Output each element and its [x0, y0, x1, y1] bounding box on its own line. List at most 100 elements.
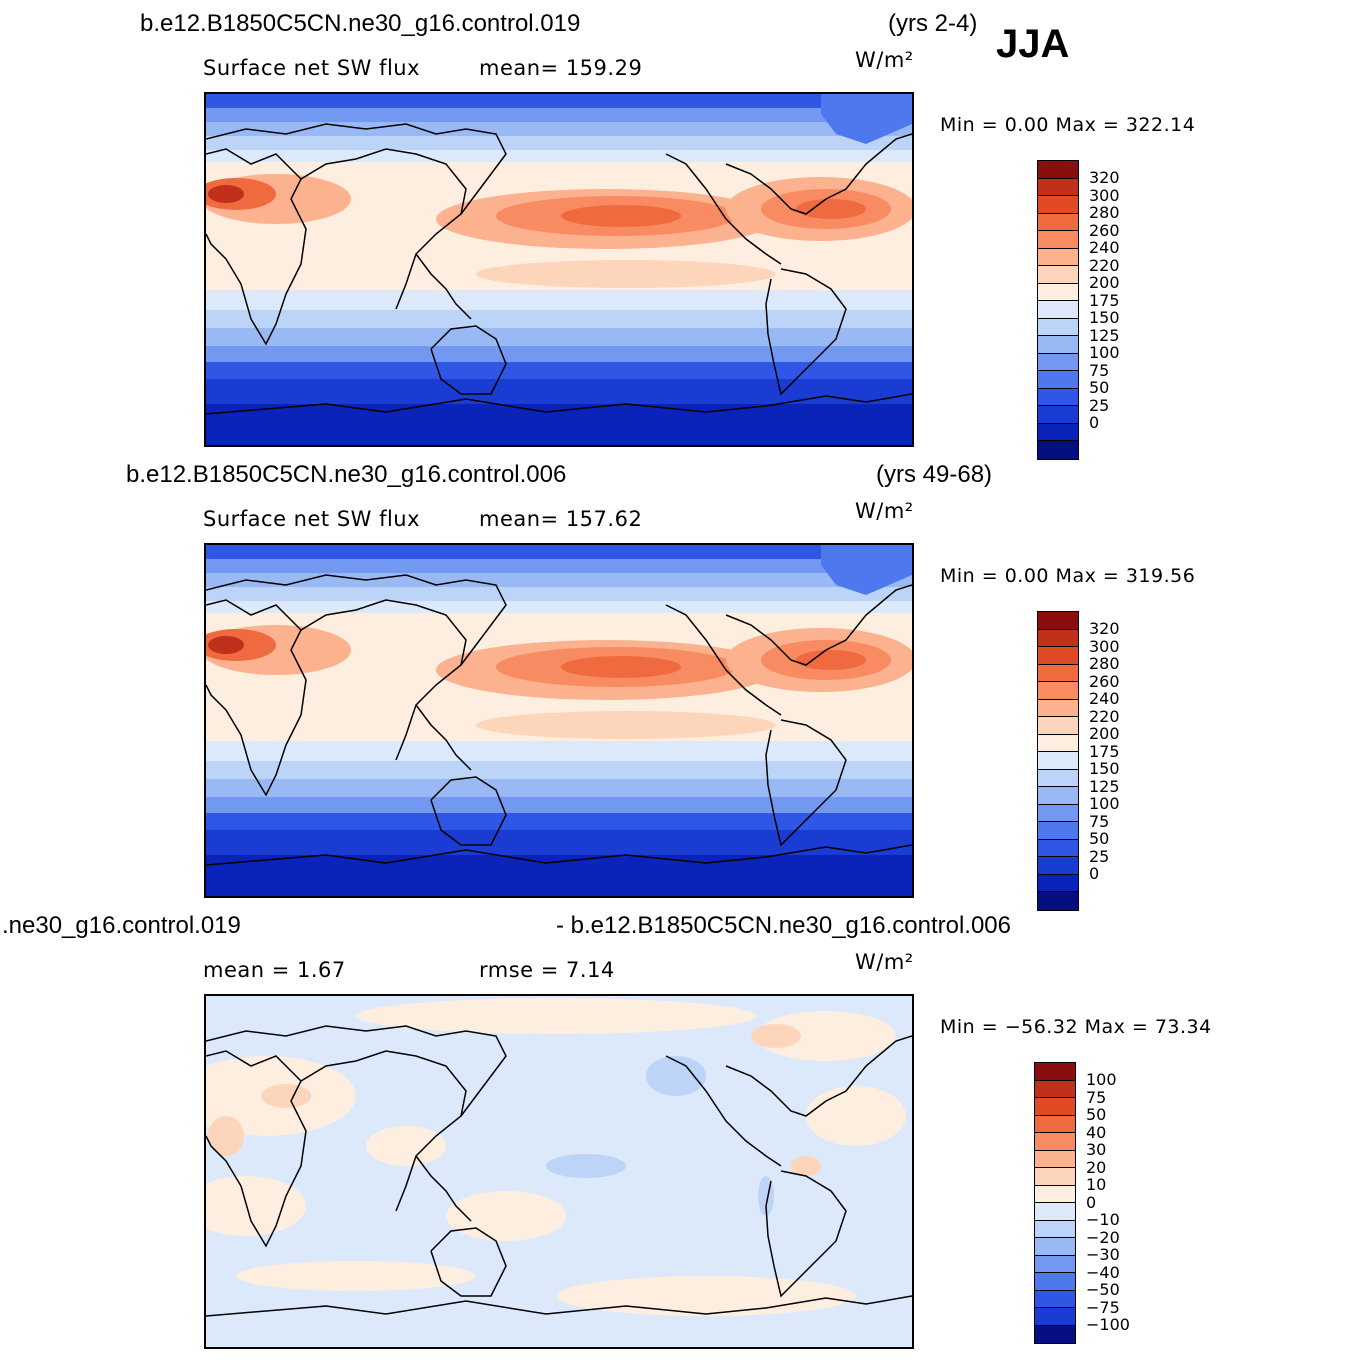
colorbar-tick-label: 300 [1089, 637, 1120, 656]
colorbar-swatch [1038, 266, 1078, 284]
panel3-units: W/m² [855, 950, 914, 974]
colorbar-tick-label: 150 [1089, 759, 1120, 778]
season-label: JJA [996, 22, 1069, 67]
colorbar-swatch [1038, 214, 1078, 232]
panel2-years: (yrs 49-68) [876, 461, 992, 489]
panel1-mean: mean= 159.29 [479, 56, 642, 80]
colorbar-tick-label: 50 [1089, 378, 1109, 397]
colorbar-swatch [1038, 787, 1078, 805]
colorbar-swatch [1035, 1186, 1075, 1204]
colorbar-tick-label: 0 [1086, 1193, 1096, 1212]
colorbar-tick-label: −75 [1086, 1298, 1120, 1317]
colorbar-swatch [1038, 231, 1078, 249]
colorbar-tick-label: −20 [1086, 1228, 1120, 1247]
colorbar-swatch [1035, 1256, 1075, 1274]
colorbar-swatch [1035, 1098, 1075, 1116]
colorbar-tick-label: 75 [1089, 361, 1109, 380]
colorbar-swatch [1038, 805, 1078, 823]
colorbar-tick-label: −50 [1086, 1280, 1120, 1299]
colorbar-tick-label: 320 [1089, 168, 1120, 187]
colorbar-swatch [1035, 1203, 1075, 1221]
colorbar-swatch [1038, 735, 1078, 753]
colorbar-swatch [1038, 717, 1078, 735]
colorbar-swatch [1035, 1063, 1075, 1081]
colorbar-tick-label: 0 [1089, 864, 1099, 883]
colorbar-tick-label: 175 [1089, 291, 1120, 310]
colorbar-swatch [1038, 892, 1078, 910]
panel2-case-title: b.e12.B1850C5CN.ne30_g16.control.006 [126, 461, 566, 489]
colorbar-tick-label: 125 [1089, 777, 1120, 796]
colorbar-swatch [1035, 1238, 1075, 1256]
panel1-years: (yrs 2-4) [888, 10, 977, 38]
panel3-years: - b.e12.B1850C5CN.ne30_g16.control.006 [556, 912, 1011, 940]
colorbar-tick-label: 75 [1086, 1088, 1106, 1107]
colorbar-swatch [1038, 612, 1078, 630]
colorbar-tick-label: 75 [1089, 812, 1109, 831]
colorbar-swatch [1038, 857, 1078, 875]
colorbar-tick-label: 100 [1089, 343, 1120, 362]
colorbar-swatch [1035, 1081, 1075, 1099]
panel1-map [204, 92, 914, 447]
colorbar-swatch [1038, 424, 1078, 442]
colorbar-swatch [1035, 1326, 1075, 1344]
colorbar-tick-label: 50 [1086, 1105, 1106, 1124]
colorbar-tick-label: 30 [1086, 1140, 1106, 1159]
panel2-mean: mean= 157.62 [479, 507, 642, 531]
panel2-map [204, 543, 914, 898]
colorbar-swatch [1038, 196, 1078, 214]
colorbar-swatch [1038, 770, 1078, 788]
colorbar-swatch [1035, 1221, 1075, 1239]
colorbar-swatch [1038, 840, 1078, 858]
colorbar-tick-label: 20 [1086, 1158, 1106, 1177]
colorbar-swatch [1038, 752, 1078, 770]
colorbar-swatch [1038, 371, 1078, 389]
colorbar-swatch [1038, 161, 1078, 179]
colorbar-swatch [1038, 354, 1078, 372]
panel1-min-max: Min = 0.00 Max = 322.14 [940, 114, 1195, 136]
colorbar-swatch [1035, 1168, 1075, 1186]
colorbar-tick-label: 100 [1089, 794, 1120, 813]
panel1-colorbar [1037, 160, 1079, 460]
colorbar-swatch [1038, 700, 1078, 718]
colorbar-tick-label: 320 [1089, 619, 1120, 638]
panel3-colorbar [1034, 1062, 1076, 1344]
colorbar-swatch [1038, 630, 1078, 648]
panel1-units: W/m² [855, 48, 914, 72]
colorbar-tick-label: 200 [1089, 273, 1120, 292]
colorbar-tick-label: 175 [1089, 742, 1120, 761]
panel2-variable: Surface net SW flux [203, 507, 420, 531]
panel3-map [204, 994, 914, 1349]
colorbar-tick-label: 300 [1089, 186, 1120, 205]
colorbar-tick-label: 40 [1086, 1123, 1106, 1142]
colorbar-tick-label: 240 [1089, 238, 1120, 257]
panel3-case-title: .ne30_g16.control.019 [2, 912, 241, 940]
colorbar-tick-label: 280 [1089, 654, 1120, 673]
colorbar-tick-label: 280 [1089, 203, 1120, 222]
colorbar-tick-label: 200 [1089, 724, 1120, 743]
colorbar-tick-label: −10 [1086, 1210, 1120, 1229]
colorbar-swatch [1038, 875, 1078, 893]
colorbar-swatch [1038, 665, 1078, 683]
colorbar-swatch [1038, 336, 1078, 354]
colorbar-tick-label: −30 [1086, 1245, 1120, 1264]
colorbar-swatch [1038, 647, 1078, 665]
colorbar-swatch [1038, 682, 1078, 700]
panel2-colorbar [1037, 611, 1079, 911]
colorbar-swatch [1038, 822, 1078, 840]
colorbar-tick-label: 260 [1089, 672, 1120, 691]
colorbar-swatch [1038, 179, 1078, 197]
colorbar-swatch [1038, 406, 1078, 424]
colorbar-tick-label: 220 [1089, 256, 1120, 275]
colorbar-swatch [1038, 301, 1078, 319]
colorbar-tick-label: 10 [1086, 1175, 1106, 1194]
colorbar-swatch [1035, 1308, 1075, 1326]
colorbar-swatch [1038, 284, 1078, 302]
colorbar-tick-label: 50 [1089, 829, 1109, 848]
panel3-mean: mean = 1.67 [203, 958, 346, 982]
colorbar-tick-label: 240 [1089, 689, 1120, 708]
colorbar-tick-label: 25 [1089, 847, 1109, 866]
panel3-rmse: rmse = 7.14 [479, 958, 615, 982]
colorbar-tick-label: −40 [1086, 1263, 1120, 1282]
colorbar-swatch [1035, 1273, 1075, 1291]
panel1-case-title: b.e12.B1850C5CN.ne30_g16.control.019 [140, 10, 580, 38]
